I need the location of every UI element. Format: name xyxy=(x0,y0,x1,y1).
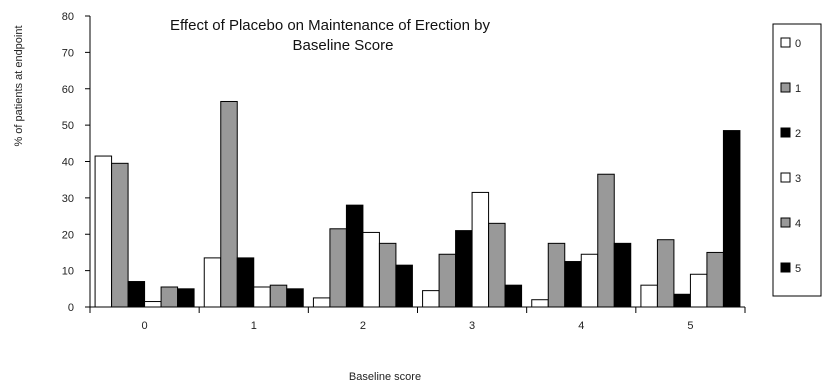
bar-0-cat-1 xyxy=(203,257,222,308)
bar-5-cat-1 xyxy=(286,288,304,308)
bar-4-cat-0 xyxy=(160,286,179,308)
x-tick-label: 5 xyxy=(687,320,693,332)
bar-5-cat-4 xyxy=(613,242,632,308)
bar-0-cat-2 xyxy=(312,297,331,308)
y-tick-label: 60 xyxy=(62,84,74,96)
bar-1-cat-5 xyxy=(656,239,675,308)
bar-1-cat-3 xyxy=(438,253,457,308)
bar-0-cat-5 xyxy=(640,284,658,308)
x-tick-label: 4 xyxy=(578,320,584,332)
legend-swatch-4 xyxy=(780,217,791,228)
legend-swatch-0 xyxy=(780,37,791,48)
x-tick-label: 1 xyxy=(251,320,257,332)
bar-1-cat-0 xyxy=(111,162,129,308)
legend-swatch-2 xyxy=(780,127,791,138)
chart-title-line-1: Effect of Placebo on Maintenance of Erec… xyxy=(170,17,490,34)
legend-label-0: 0 xyxy=(795,38,801,50)
y-axis-label: % of patients at endpoint xyxy=(13,25,25,146)
bar-5-cat-5 xyxy=(722,130,741,308)
y-tick-label: 40 xyxy=(62,157,74,169)
bar-5-cat-0 xyxy=(177,288,195,308)
y-tick-label: 50 xyxy=(62,120,74,132)
bar-0-cat-0 xyxy=(94,155,113,308)
bar-3-cat-3 xyxy=(471,191,490,308)
legend-label-5: 5 xyxy=(795,263,801,275)
bar-2-cat-2 xyxy=(345,204,364,308)
bar-2-cat-1 xyxy=(236,257,255,308)
chart-title: Effect of Placebo on Maintenance of Erec… xyxy=(170,17,490,54)
chart-title-line-2: Baseline Score xyxy=(293,37,394,54)
bar-1-cat-2 xyxy=(329,228,347,308)
bar-5-cat-3 xyxy=(504,284,523,308)
bar-1-cat-4 xyxy=(547,242,566,308)
bar-2-cat-5 xyxy=(673,293,691,308)
bar-0-cat-4 xyxy=(531,299,549,308)
plot-area: 0 10 20 30 40 50 60 70 80 0 1 2 3 4 5 xyxy=(62,11,746,332)
bar-4-cat-1 xyxy=(269,284,288,308)
bar-4-cat-5 xyxy=(706,251,724,308)
legend-swatch-5 xyxy=(780,262,791,273)
bar-3-cat-4 xyxy=(580,253,599,308)
x-tick-label: 2 xyxy=(360,320,366,332)
bar-4-cat-3 xyxy=(488,222,506,308)
bar-2-cat-3 xyxy=(455,230,473,308)
y-tick-label: 10 xyxy=(62,266,74,278)
bar-3-cat-0 xyxy=(144,301,162,308)
legend-box xyxy=(772,23,822,297)
legend-label-4: 4 xyxy=(795,218,801,230)
y-tick-label: 0 xyxy=(68,302,74,314)
bar-3-cat-2 xyxy=(362,231,380,308)
y-tick-label: 70 xyxy=(62,47,74,59)
legend-swatch-3 xyxy=(780,172,791,183)
bar-2-cat-0 xyxy=(127,281,146,308)
bar-1-cat-1 xyxy=(220,100,238,308)
bar-4-cat-2 xyxy=(378,242,397,308)
x-tick-label: 3 xyxy=(469,320,475,332)
x-tick-label: 0 xyxy=(142,320,148,332)
legend-label-1: 1 xyxy=(795,83,801,95)
bar-3-cat-5 xyxy=(689,273,708,308)
y-tick-label: 30 xyxy=(62,193,74,205)
legend-label-2: 2 xyxy=(795,128,801,140)
legend-label-3: 3 xyxy=(795,173,801,185)
y-tick-label: 20 xyxy=(62,229,74,241)
legend-swatch-1 xyxy=(780,82,791,93)
bar-0-cat-3 xyxy=(422,290,440,308)
bar-4-cat-4 xyxy=(597,173,615,308)
y-tick-label: 80 xyxy=(62,11,74,23)
bar-5-cat-2 xyxy=(395,264,413,308)
x-axis-label: Baseline score xyxy=(349,371,421,383)
bar-2-cat-4 xyxy=(564,261,582,308)
legend: 0 1 2 3 4 5 xyxy=(772,23,822,297)
bar-3-cat-1 xyxy=(253,286,271,308)
